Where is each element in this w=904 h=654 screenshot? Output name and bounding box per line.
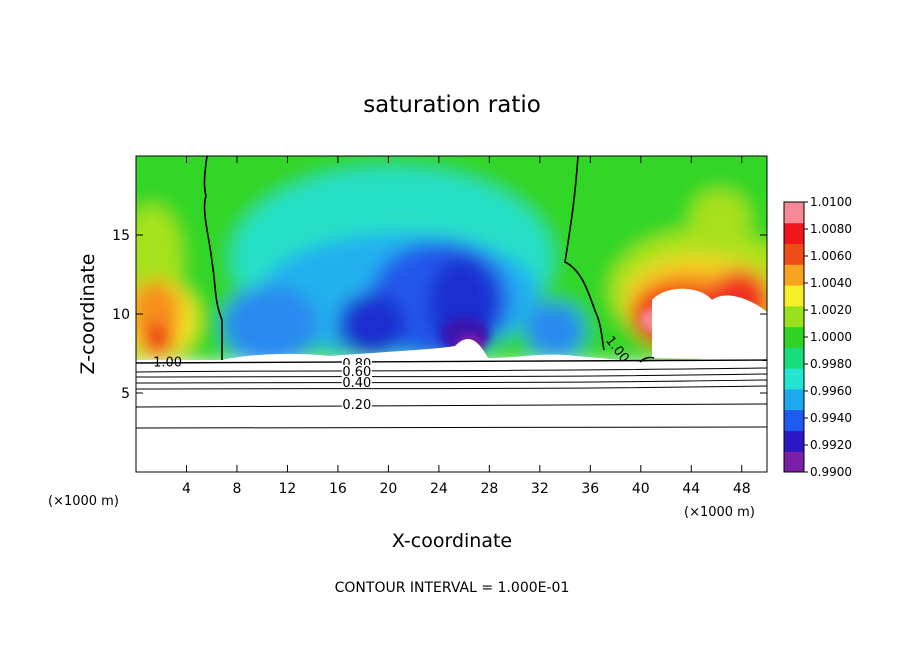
colorbar-label: 0.9920 (810, 438, 852, 452)
contour-label-bg (341, 375, 372, 388)
x-tick-label: 32 (531, 481, 549, 497)
contour-label-bg (341, 364, 372, 377)
colorbar-label: 1.0080 (810, 222, 852, 236)
x-tick-label: 40 (632, 481, 650, 497)
x-tick-label: 24 (430, 481, 448, 497)
x-tick-label: 48 (733, 481, 751, 497)
chart-title: saturation ratio (363, 92, 541, 118)
contour-label: 1.00 (153, 355, 182, 370)
saturation-field (136, 156, 767, 472)
colorbar-label: 1.0020 (810, 303, 852, 317)
contour-label: 0.40 (342, 376, 371, 391)
x-unit-right: (×1000 m) (684, 505, 755, 520)
colorbar-band (784, 388, 804, 411)
x-tick-label: 44 (682, 481, 700, 497)
contour-label: 0.20 (342, 398, 371, 413)
x-unit-left: (×1000 m) (48, 494, 119, 509)
colorbar-label: 0.9940 (810, 411, 852, 425)
colorbar-label: 0.9960 (810, 384, 852, 398)
x-tick-label: 28 (480, 481, 498, 497)
colorbar-band (784, 285, 804, 307)
y-tick-label: 10 (112, 307, 130, 323)
colorbar-label: 1.0100 (810, 195, 852, 209)
colorbar-label: 1.0040 (810, 276, 852, 290)
colorbar-band (784, 264, 804, 286)
colorbar-label: 1.0000 (810, 330, 852, 344)
colorbar-band (784, 368, 804, 390)
colorbar-label: 0.9980 (810, 357, 852, 371)
colorbar-label: 0.9900 (810, 465, 852, 479)
colorbar-band (784, 430, 804, 452)
x-tick-label: 8 (232, 481, 241, 497)
x-tick-label: 20 (379, 481, 397, 497)
x-tick-label: 12 (279, 481, 297, 497)
x-tick-label: 36 (581, 481, 599, 497)
colorbar-band (784, 222, 804, 245)
x-tick-label: 4 (182, 481, 191, 497)
colorbar-band (784, 326, 804, 348)
colorbar-band (784, 347, 804, 369)
y-tick-label: 15 (112, 228, 130, 244)
y-tick-label: 5 (121, 386, 130, 402)
contour-label-bg (341, 398, 372, 411)
colorbar-band (784, 202, 804, 224)
contour-interval-note: CONTOUR INTERVAL = 1.000E-01 (335, 580, 570, 596)
x-tick-label: 16 (329, 481, 347, 497)
colorbar-band (784, 409, 804, 431)
x-axis-label: X-coordinate (392, 530, 512, 552)
colorbar-band (784, 243, 804, 265)
colorbar-label: 1.0060 (810, 249, 852, 263)
colorbar-band (784, 451, 804, 473)
y-axis-label: Z-coordinate (77, 254, 99, 375)
colorbar-band (784, 305, 804, 328)
